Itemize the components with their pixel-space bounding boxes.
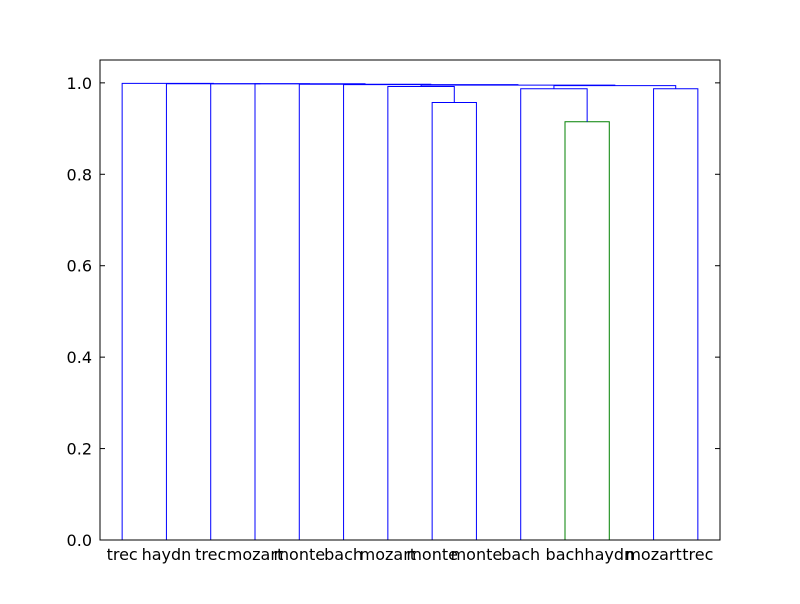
leaf-label: mozart (360, 545, 416, 564)
leaf-label: haydn (142, 545, 192, 564)
dendrogram-link-10 (210, 83, 311, 540)
dendrogram-link-3 (520, 88, 588, 540)
leaf-label: trec (107, 545, 138, 564)
links-layer (121, 82, 699, 540)
dendrogram-link-9 (254, 83, 366, 540)
dendrogram-link-11 (165, 83, 261, 540)
leaf-label: monte (273, 545, 325, 564)
y-tick-label: 0.4 (67, 348, 92, 367)
dendrogram-link-8 (298, 83, 432, 540)
plot-frame (99, 59, 721, 541)
dendrogram-link-2 (653, 88, 699, 540)
dendrogram-link-0 (431, 102, 477, 540)
y-tick-label: 0.8 (67, 165, 92, 184)
leaf-label: trec (682, 545, 713, 564)
y-tick-label: 0.0 (67, 531, 92, 550)
dendrogram-link-1 (564, 121, 610, 540)
leaf-label: monte (406, 545, 458, 564)
y-tick-label: 1.0 (67, 74, 92, 93)
leaf-label: bach (501, 545, 540, 564)
leaf-label: monte (451, 545, 503, 564)
dendrogram-link-7 (343, 84, 519, 540)
y-tick-label: 0.6 (67, 257, 92, 276)
leaf-label: mozart (625, 545, 681, 564)
leaf-label: haydn (584, 545, 634, 564)
leaf-label: bach (546, 545, 585, 564)
y-tick-label: 0.2 (67, 440, 92, 459)
dendrogram-link-12 (121, 82, 214, 540)
dendrogram-link-4 (387, 86, 455, 540)
leaf-label: trec (195, 545, 226, 564)
y-axis: 0.0 0.2 0.4 0.6 0.8 1.0 (67, 74, 720, 550)
leaf-label: mozart (227, 545, 283, 564)
leaf-label: bach (324, 545, 363, 564)
